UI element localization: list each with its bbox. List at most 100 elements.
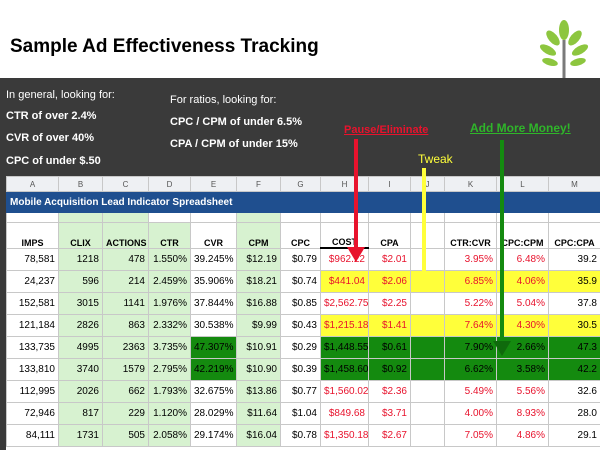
column-header[interactable]: IMPS xyxy=(6,222,59,249)
column-letter[interactable]: J xyxy=(410,176,445,192)
table-cell[interactable]: 28.0 xyxy=(548,402,600,425)
column-letter[interactable]: L xyxy=(496,176,549,192)
table-cell[interactable]: 2.459% xyxy=(148,270,191,293)
table-cell[interactable]: 4.06% xyxy=(496,270,549,293)
table-cell[interactable] xyxy=(410,247,445,271)
table-cell[interactable]: $0.77 xyxy=(280,380,321,403)
table-cell[interactable]: $0.78 xyxy=(280,424,321,447)
table-cell[interactable]: $1,448.55 xyxy=(320,336,369,359)
table-cell[interactable]: $10.91 xyxy=(236,336,281,359)
table-cell[interactable]: 47.3 xyxy=(548,336,600,359)
table-cell[interactable]: 29.174% xyxy=(190,424,237,447)
table-cell[interactable]: 30.538% xyxy=(190,314,237,337)
table-cell[interactable]: $441.04 xyxy=(320,270,369,293)
column-letter[interactable]: D xyxy=(148,176,191,192)
table-cell[interactable]: 1.976% xyxy=(148,292,191,315)
table-cell[interactable]: $11.64 xyxy=(236,402,281,425)
table-cell[interactable]: 229 xyxy=(102,402,149,425)
table-cell[interactable]: 3015 xyxy=(58,292,103,315)
table-cell[interactable]: 32.675% xyxy=(190,380,237,403)
column-header[interactable] xyxy=(410,222,445,249)
column-header[interactable]: CTR:CVR xyxy=(444,222,497,249)
table-cell[interactable]: 1579 xyxy=(102,358,149,381)
column-letter[interactable]: H xyxy=(320,176,369,192)
table-cell[interactable]: 662 xyxy=(102,380,149,403)
table-cell[interactable] xyxy=(410,380,445,403)
table-cell[interactable]: $1.41 xyxy=(368,314,411,337)
table-cell[interactable]: 29.1 xyxy=(548,424,600,447)
table-cell[interactable]: $0.43 xyxy=(280,314,321,337)
table-cell[interactable]: $16.88 xyxy=(236,292,281,315)
table-cell[interactable]: 35.906% xyxy=(190,270,237,293)
table-cell[interactable] xyxy=(410,402,445,425)
column-letter[interactable]: F xyxy=(236,176,281,192)
table-cell[interactable]: 37.844% xyxy=(190,292,237,315)
table-cell[interactable]: 78,581 xyxy=(6,247,59,271)
table-cell[interactable]: $0.39 xyxy=(280,358,321,381)
column-letter[interactable]: G xyxy=(280,176,321,192)
table-cell[interactable]: 1141 xyxy=(102,292,149,315)
column-header[interactable]: ACTIONS xyxy=(102,222,149,249)
table-cell[interactable]: 817 xyxy=(58,402,103,425)
column-header[interactable]: CLIX xyxy=(58,222,103,249)
column-letter[interactable]: A xyxy=(6,176,59,192)
table-cell[interactable]: $2,562.75 xyxy=(320,292,369,315)
table-cell[interactable]: $9.99 xyxy=(236,314,281,337)
table-cell[interactable]: 478 xyxy=(102,247,149,271)
table-cell[interactable]: 505 xyxy=(102,424,149,447)
table-cell[interactable]: 863 xyxy=(102,314,149,337)
table-cell[interactable]: 28.029% xyxy=(190,402,237,425)
column-letter[interactable]: C xyxy=(102,176,149,192)
column-letter[interactable]: K xyxy=(444,176,497,192)
table-cell[interactable]: 121,184 xyxy=(6,314,59,337)
table-cell[interactable]: 214 xyxy=(102,270,149,293)
table-cell[interactable] xyxy=(410,270,445,293)
table-cell[interactable]: 30.5 xyxy=(548,314,600,337)
table-cell[interactable]: $1,350.18 xyxy=(320,424,369,447)
table-cell[interactable]: 3.735% xyxy=(148,336,191,359)
column-letter[interactable]: B xyxy=(58,176,103,192)
table-cell[interactable] xyxy=(410,336,445,359)
table-cell[interactable]: 5.49% xyxy=(444,380,497,403)
table-cell[interactable]: $1.04 xyxy=(280,402,321,425)
table-cell[interactable] xyxy=(410,358,445,381)
table-cell[interactable]: 3.58% xyxy=(496,358,549,381)
table-cell[interactable]: 42.219% xyxy=(190,358,237,381)
table-cell[interactable]: $1,215.18 xyxy=(320,314,369,337)
table-cell[interactable]: 6.85% xyxy=(444,270,497,293)
table-cell[interactable]: $1,560.02 xyxy=(320,380,369,403)
column-header[interactable]: CPA xyxy=(368,222,411,249)
table-cell[interactable]: 72,946 xyxy=(6,402,59,425)
table-cell[interactable]: $0.79 xyxy=(280,247,321,271)
table-cell[interactable]: 3.95% xyxy=(444,247,497,271)
table-cell[interactable]: 7.64% xyxy=(444,314,497,337)
table-cell[interactable]: 32.6 xyxy=(548,380,600,403)
table-cell[interactable]: $849.68 xyxy=(320,402,369,425)
table-cell[interactable]: 4995 xyxy=(58,336,103,359)
table-cell[interactable]: 42.2 xyxy=(548,358,600,381)
table-cell[interactable]: $1,458.60 xyxy=(320,358,369,381)
table-cell[interactable]: $2.06 xyxy=(368,270,411,293)
table-cell[interactable]: 2826 xyxy=(58,314,103,337)
table-cell[interactable]: $2.01 xyxy=(368,247,411,271)
table-cell[interactable]: 2.66% xyxy=(496,336,549,359)
column-letter[interactable]: I xyxy=(368,176,411,192)
table-cell[interactable]: 47.307% xyxy=(190,336,237,359)
table-cell[interactable]: 6.62% xyxy=(444,358,497,381)
table-cell[interactable]: $18.21 xyxy=(236,270,281,293)
table-cell[interactable]: $2.36 xyxy=(368,380,411,403)
table-cell[interactable]: 37.8 xyxy=(548,292,600,315)
table-cell[interactable]: 5.04% xyxy=(496,292,549,315)
column-header[interactable]: COST xyxy=(320,222,369,249)
table-cell[interactable]: 4.86% xyxy=(496,424,549,447)
table-cell[interactable]: 39.2 xyxy=(548,247,600,271)
table-cell[interactable]: $0.29 xyxy=(280,336,321,359)
table-cell[interactable]: 2.332% xyxy=(148,314,191,337)
table-cell[interactable]: 7.05% xyxy=(444,424,497,447)
table-cell[interactable]: $0.74 xyxy=(280,270,321,293)
column-header[interactable]: CPC:CPM xyxy=(496,222,549,249)
table-cell[interactable]: 39.245% xyxy=(190,247,237,271)
table-cell[interactable]: $13.86 xyxy=(236,380,281,403)
table-cell[interactable]: 5.22% xyxy=(444,292,497,315)
table-cell[interactable]: $0.61 xyxy=(368,336,411,359)
